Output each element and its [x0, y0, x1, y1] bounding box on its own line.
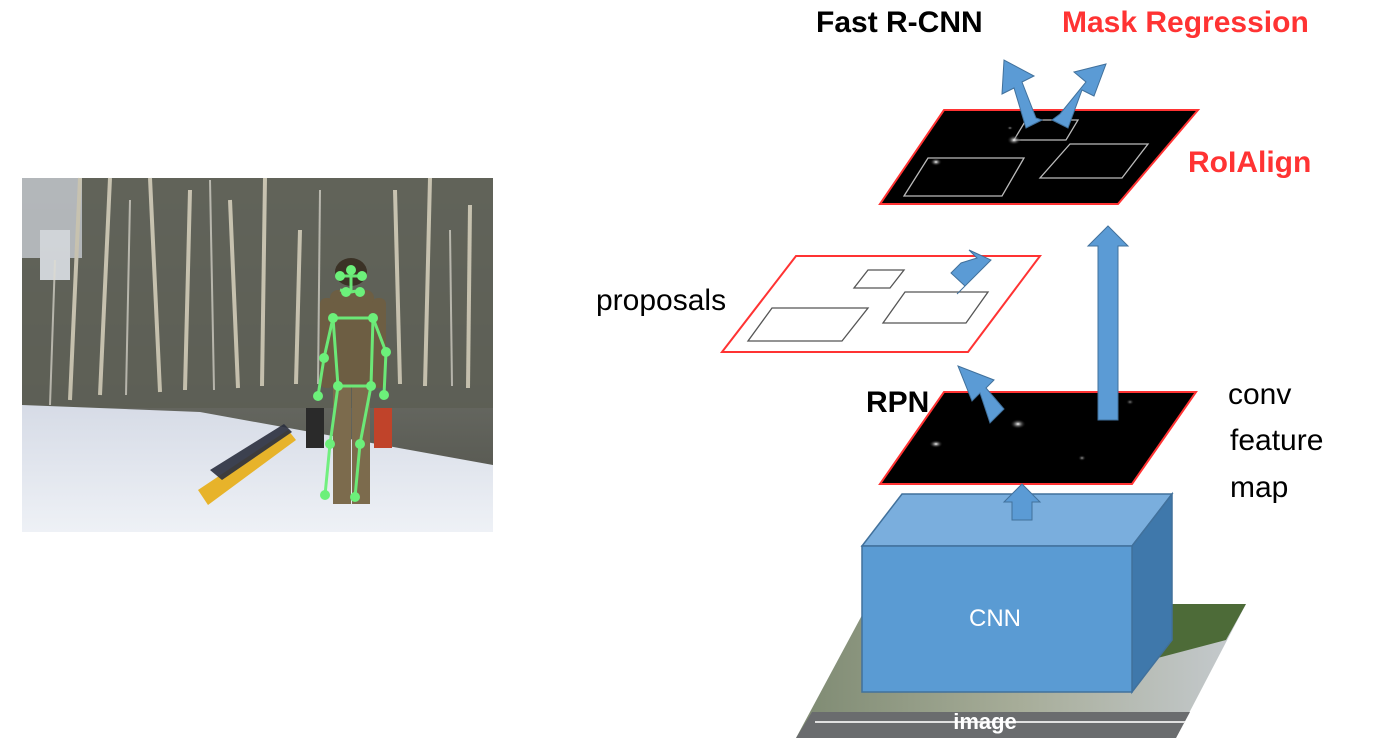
conv-label: conv	[1228, 378, 1291, 411]
arrow-to-mask-regression	[1051, 63, 1107, 129]
keypoint-dots	[313, 265, 391, 502]
image-label: image	[953, 709, 1017, 734]
cnn-cube	[860, 491, 1174, 695]
proposals-plane	[719, 255, 1042, 353]
arrow-feature-to-roialign	[1086, 225, 1130, 421]
map-label: map	[1230, 471, 1288, 504]
feature-label: feature	[1230, 424, 1323, 457]
roialign-label: RoIAlign	[1188, 146, 1311, 179]
roialign-feature-map	[878, 109, 1201, 205]
mask-regression-label: Mask Regression	[1062, 6, 1309, 39]
arrow-to-fast-rcnn	[1001, 59, 1044, 129]
forest-texture	[22, 177, 493, 408]
fast-rcnn-label: Fast R-CNN	[816, 6, 983, 39]
arrow-rpn	[957, 365, 1005, 424]
proposals-label: proposals	[596, 284, 726, 317]
arrow-proposals-to-roialign	[950, 249, 992, 295]
skier-photo	[22, 177, 493, 532]
arrow-cnn-to-feature	[1002, 483, 1042, 521]
rpn-label: RPN	[866, 386, 929, 419]
cnn-label: CNN	[969, 605, 1021, 632]
